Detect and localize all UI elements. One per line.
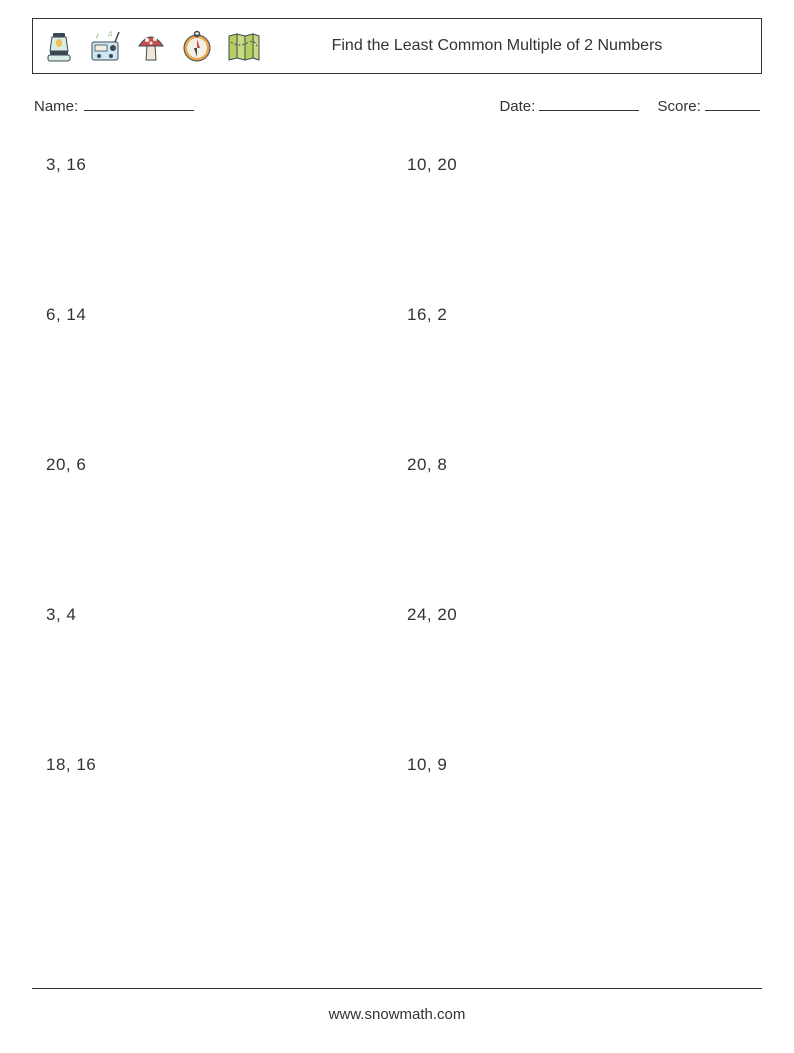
meta-row: Name: Date: Score:	[32, 96, 762, 115]
problem-cell: 16, 2	[401, 305, 762, 325]
footer-text: www.snowmath.com	[0, 1006, 794, 1023]
score-label: Score:	[657, 98, 700, 115]
worksheet-title: Find the Least Common Multiple of 2 Numb…	[261, 36, 753, 57]
problem-cell: 10, 20	[401, 155, 762, 175]
lamp-icon	[41, 28, 77, 64]
name-label: Name:	[34, 98, 78, 115]
svg-text:♪: ♪	[95, 31, 99, 40]
problems-grid: 3, 16 10, 20 6, 14 16, 2 20, 6 20, 8 3, …	[32, 155, 762, 775]
problem-cell: 3, 4	[46, 605, 401, 625]
problem-cell: 20, 8	[401, 455, 762, 475]
problem-row: 6, 14 16, 2	[46, 305, 762, 325]
header-box: ♪ ♫	[32, 18, 762, 74]
problem-cell: 6, 14	[46, 305, 401, 325]
problem-cell: 20, 6	[46, 455, 401, 475]
problem-row: 3, 16 10, 20	[46, 155, 762, 175]
problem-cell: 10, 9	[401, 755, 762, 775]
problem-cell: 18, 16	[46, 755, 401, 775]
compass-icon	[179, 28, 215, 64]
score-blank[interactable]	[705, 96, 760, 111]
map-icon	[225, 28, 261, 64]
radio-icon: ♪ ♫	[87, 28, 123, 64]
date-blank[interactable]	[539, 96, 639, 111]
date-label: Date:	[499, 98, 535, 115]
problem-row: 3, 4 24, 20	[46, 605, 762, 625]
icon-strip: ♪ ♫	[41, 28, 261, 64]
footer-divider	[32, 988, 762, 989]
problem-cell: 24, 20	[401, 605, 762, 625]
problem-cell: 3, 16	[46, 155, 401, 175]
problem-row: 20, 6 20, 8	[46, 455, 762, 475]
name-blank[interactable]	[84, 96, 194, 111]
svg-text:♫: ♫	[107, 29, 113, 38]
mushroom-icon	[133, 28, 169, 64]
problem-row: 18, 16 10, 9	[46, 755, 762, 775]
